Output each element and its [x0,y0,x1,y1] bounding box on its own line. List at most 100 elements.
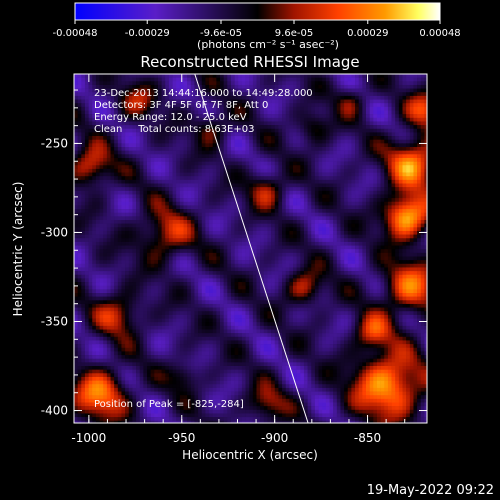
heatmap-cell [88,238,93,243]
heatmap-cell [77,227,82,232]
heatmap-cell [355,121,359,126]
heatmap-cell [384,245,389,250]
heatmap-cell [245,77,250,82]
heatmap-cell [150,252,155,257]
heatmap-cell [409,110,414,115]
heatmap-cell [380,136,385,140]
heatmap-cell [205,154,210,159]
heatmap-cell [99,212,104,217]
heatmap-cell [278,216,283,221]
heatmap-cell [95,154,100,159]
heatmap-cell [212,147,217,151]
heatmap-cell [245,187,250,192]
heatmap-cell [358,92,363,97]
heatmap-cell [325,143,330,148]
heatmap-cell [165,256,170,261]
heatmap-cell [74,132,78,137]
heatmap-cell [234,74,239,78]
heatmap-cell [303,106,308,111]
heatmap-cell [263,84,268,89]
heatmap-cell [125,99,130,104]
heatmap-cell [194,183,199,188]
heatmap-cell [311,168,316,173]
heatmap-cell [245,125,250,130]
heatmap-cell [318,81,323,86]
heatmap-cell [99,198,104,203]
heatmap-cell [358,143,363,148]
heatmap-cell [190,81,195,86]
heatmap-cell [132,249,137,254]
heatmap-cell [249,209,254,213]
heatmap-cell [132,121,137,126]
heatmap-cell [125,205,130,210]
heatmap-cell [179,260,184,265]
heatmap-cell [307,154,312,159]
heatmap-cell [260,212,265,217]
heatmap-cell [249,227,254,232]
heatmap-cell [88,241,93,246]
heatmap-cell [106,194,111,199]
heatmap-cell [325,117,330,122]
heatmap-cell [296,212,301,217]
heatmap-cell [424,179,427,184]
heatmap-cell [114,212,119,217]
heatmap-cell [380,128,385,133]
heatmap-cell [114,143,119,148]
heatmap-cell [300,88,305,93]
heatmap-cell [391,139,396,144]
heatmap-cell [358,110,363,115]
heatmap-cell [380,168,385,173]
heatmap-cell [358,249,363,254]
heatmap-cell [340,227,345,232]
heatmap-cell [373,84,378,89]
heatmap-cell [77,125,82,130]
heatmap-cell [344,205,349,210]
heatmap-cell [406,187,411,192]
heatmap-cell [391,143,396,148]
heatmap-cell [99,81,104,86]
heatmap-cell [318,245,323,250]
heatmap-cell [190,128,195,133]
heatmap-cell [420,245,425,250]
heatmap-cell [157,209,162,213]
heatmap-cell [143,179,148,184]
heatmap-cell [303,165,308,170]
heatmap-cell [132,99,137,104]
heatmap-cell [369,241,374,246]
heatmap-cell [384,136,389,140]
heatmap-cell [271,168,276,173]
heatmap-cell [143,143,148,148]
heatmap-cell [114,230,119,235]
heatmap-cell [282,179,286,184]
heatmap-cell [289,176,294,181]
heatmap-cell [110,212,115,217]
heatmap-cell [168,172,173,177]
heatmap-cell [136,99,140,104]
heatmap-cell [220,132,224,137]
heatmap-cell [256,99,261,104]
heatmap-cell [413,74,418,78]
heatmap-cell [157,143,162,148]
heatmap-cell [103,252,108,257]
heatmap-cell [260,95,265,100]
heatmap-cell [183,238,188,243]
heatmap-cell [110,95,115,100]
heatmap-cell [143,223,148,228]
heatmap-cell [293,95,297,100]
heatmap-cell [194,84,199,89]
heatmap-cell [329,106,334,111]
heatmap-cell [293,172,297,177]
heatmap-cell [322,81,327,86]
heatmap-cell [150,241,155,246]
heatmap-cell [249,99,254,104]
heatmap-cell [369,88,374,93]
heatmap-cell [420,238,425,243]
heatmap-cell [147,117,151,122]
heatmap-cell [161,241,166,246]
heatmap-cell [318,241,323,246]
heatmap-cell [311,172,316,177]
heatmap-cell [384,223,389,228]
heatmap-cell [285,154,290,159]
heatmap-cell [238,128,243,133]
heatmap-cell [139,230,144,235]
